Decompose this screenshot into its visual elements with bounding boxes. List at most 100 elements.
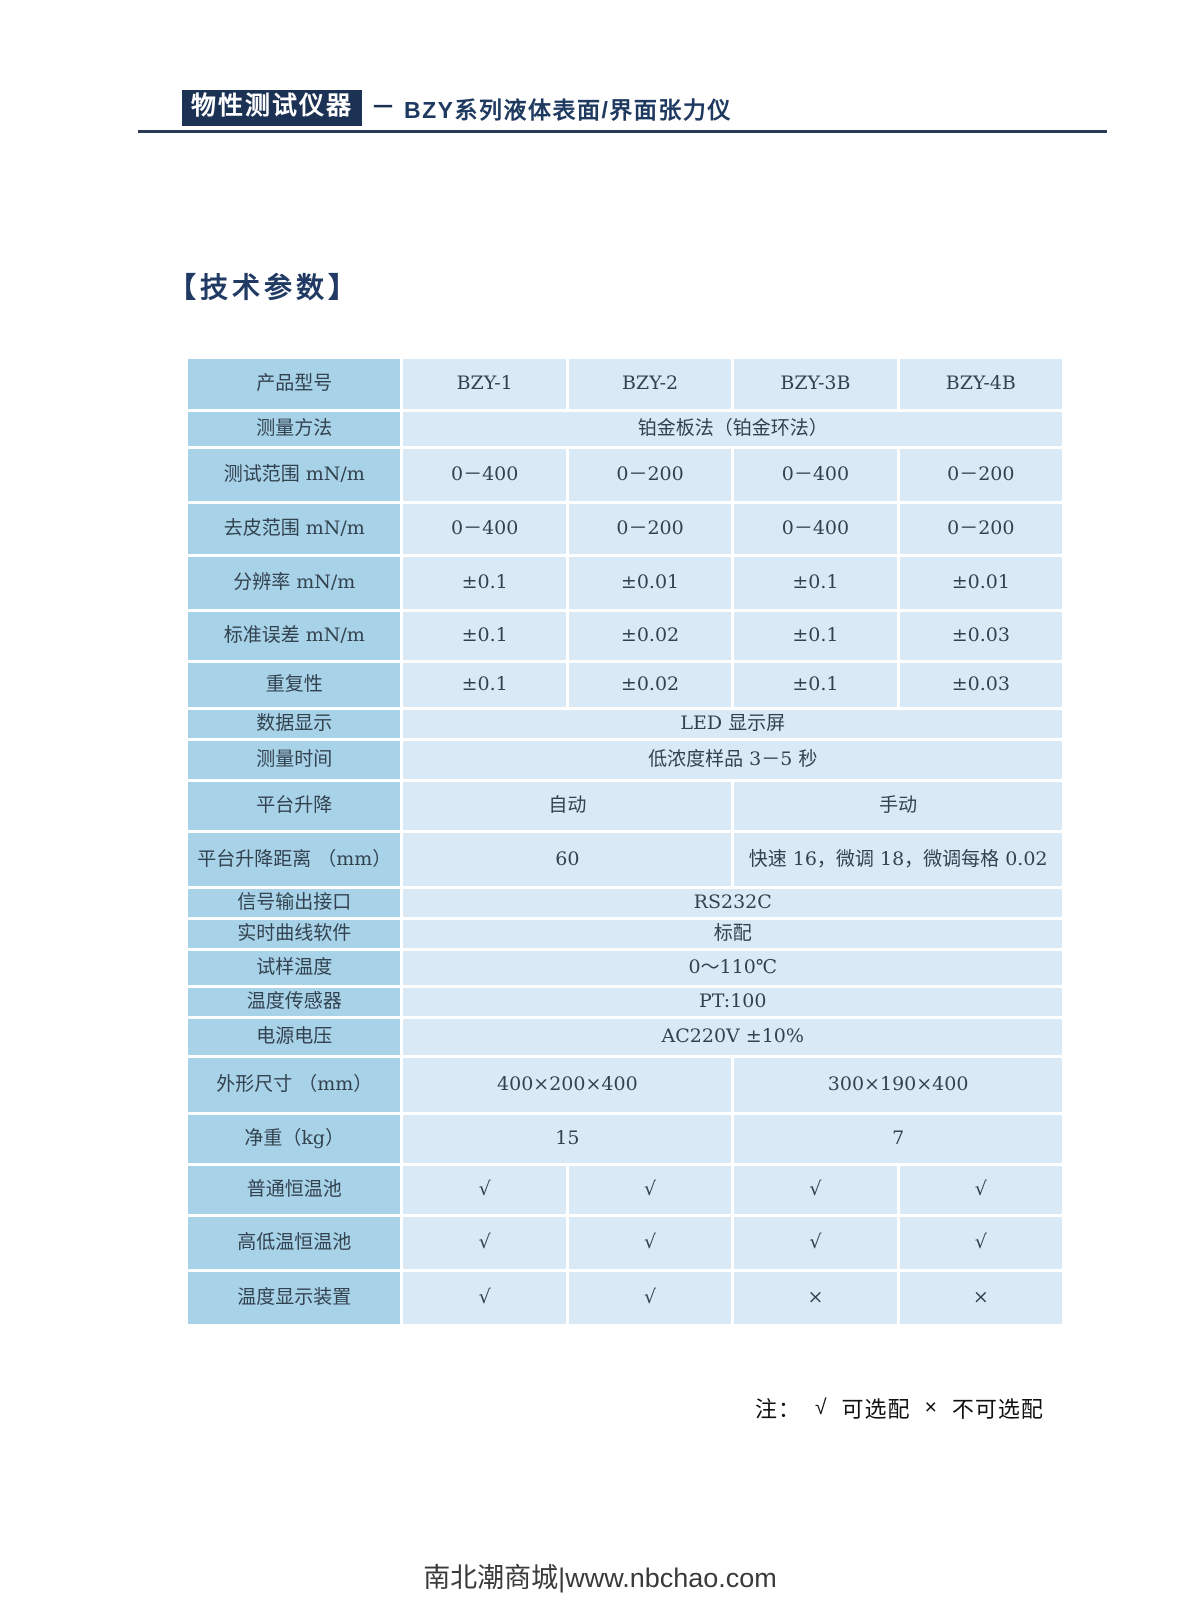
table-row: 信号输出接口 RS232C [188,889,1062,917]
note-cross-label: 不可选配 [951,1397,1044,1422]
table-cell: √ [403,1217,566,1269]
table-cell: BZY-1 [403,359,566,409]
table-cell: √ [568,1166,732,1214]
table-row: 数据显示 LED 显示屏 [188,710,1062,738]
table-cell: √ [568,1217,732,1269]
header-divider [138,130,1107,133]
table-cell: √ [403,1272,566,1324]
note-check-label: 可选配 [841,1397,911,1422]
table-cell: 300×190×400 [734,1058,1062,1112]
table-cell: 60 [403,833,732,886]
table-cell: ±0.01 [568,557,732,609]
row-label: 测试范围 mN/m [188,449,401,501]
row-label: 温度显示装置 [188,1272,401,1324]
row-label: 净重（kg） [188,1115,401,1163]
table-row: 普通恒温池 √ √ √ √ [188,1166,1062,1214]
row-label: 分辨率 mN/m [188,557,401,609]
table-cell: ±0.1 [403,663,566,707]
header-title: BZY系列液体表面/界面张力仪 [404,96,732,123]
table-cell: 0～110℃ [403,951,1062,985]
table-cell: 标配 [403,920,1062,948]
spec-table-container: 产品型号 BZY-1 BZY-2 BZY-3B BZY-4B 测量方法 铂金板法（铂金环法）… [185,356,1065,1327]
table-row: 实时曲线软件 标配 [188,920,1062,948]
header-dash-icon: － [371,93,396,121]
table-cell: ±0.1 [734,612,897,660]
table-cell: 0－400 [734,449,897,501]
table-cell: ±0.1 [734,663,897,707]
table-cell: ±0.1 [403,557,566,609]
table-row: 高低温恒温池 √ √ √ √ [188,1217,1062,1269]
table-cell: 0－200 [568,504,732,554]
row-label: 普通恒温池 [188,1166,401,1214]
table-cell: 0－400 [734,504,897,554]
table-row: 温度传感器 PT:100 [188,988,1062,1016]
table-cell: 铂金板法（铂金环法） [403,412,1062,446]
table-cell: ±0.03 [899,663,1062,707]
table-cell: 400×200×400 [403,1058,732,1112]
table-row: 分辨率 mN/m ±0.1 ±0.01 ±0.1 ±0.01 [188,557,1062,609]
table-cell: √ [899,1217,1062,1269]
table-cell: 0－200 [899,449,1062,501]
table-cell: ±0.1 [403,612,566,660]
table-cell: RS232C [403,889,1062,917]
table-cell: 快速 16，微调 18，微调每格 0.02 [734,833,1062,886]
table-row: 产品型号 BZY-1 BZY-2 BZY-3B BZY-4B [188,359,1062,409]
row-label: 信号输出接口 [188,889,401,917]
table-row: 重复性 ±0.1 ±0.02 ±0.1 ±0.03 [188,663,1062,707]
table-cell: 15 [403,1115,732,1163]
table-cell: 自动 [403,782,732,830]
table-cell: BZY-2 [568,359,732,409]
table-cell: 0－400 [403,449,566,501]
page-header: 物性测试仪器 － BZY系列液体表面/界面张力仪 [182,90,732,126]
row-label: 平台升降 [188,782,401,830]
table-cell: ±0.01 [899,557,1062,609]
table-cell: √ [899,1166,1062,1214]
table-note: 注： √ 可选配 × 不可选配 [755,1392,1044,1424]
table-cell: 7 [734,1115,1062,1163]
table-cell: BZY-4B [899,359,1062,409]
table-cell: 手动 [734,782,1062,830]
row-label: 数据显示 [188,710,401,738]
table-cell: LED 显示屏 [403,710,1062,738]
header-badge: 物性测试仪器 [182,90,363,126]
check-icon: √ [815,1396,828,1419]
table-cell: √ [568,1272,732,1324]
row-label: 温度传感器 [188,988,401,1016]
note-prefix: 注： [755,1397,802,1422]
table-row: 外形尺寸 （mm） 400×200×400 300×190×400 [188,1058,1062,1112]
row-label: 去皮范围 mN/m [188,504,401,554]
table-cell: 0－200 [899,504,1062,554]
table-cell: 0－400 [403,504,566,554]
cross-icon: × [924,1396,938,1419]
page-footer: 南北潮商城|www.nbchao.com [423,1563,777,1593]
table-row: 平台升降距离 （mm） 60 快速 16，微调 18，微调每格 0.02 [188,833,1062,886]
table-cell: × [899,1272,1062,1324]
table-cell: 0－200 [568,449,732,501]
table-cell: AC220V ±10% [403,1019,1062,1055]
table-cell: √ [734,1217,897,1269]
spec-table: 产品型号 BZY-1 BZY-2 BZY-3B BZY-4B 测量方法 铂金板法（铂金环法）… [185,356,1065,1327]
table-row: 测量方法 铂金板法（铂金环法） [188,412,1062,446]
table-cell: ±0.03 [899,612,1062,660]
row-label: 产品型号 [188,359,401,409]
section-title: 【技术参数】 [168,272,361,303]
table-row: 温度显示装置 √ √ × × [188,1272,1062,1324]
table-row: 去皮范围 mN/m 0－400 0－200 0－400 0－200 [188,504,1062,554]
row-label: 平台升降距离 （mm） [188,833,401,886]
table-cell: √ [734,1166,897,1214]
table-cell: × [734,1272,897,1324]
row-label: 测量时间 [188,741,401,779]
table-cell: √ [403,1166,566,1214]
table-row: 净重（kg） 15 7 [188,1115,1062,1163]
row-label: 实时曲线软件 [188,920,401,948]
row-label: 标准误差 mN/m [188,612,401,660]
table-cell: BZY-3B [734,359,897,409]
table-cell: ±0.02 [568,663,732,707]
row-label: 重复性 [188,663,401,707]
table-row: 平台升降 自动 手动 [188,782,1062,830]
table-row: 测量时间 低浓度样品 3－5 秒 [188,741,1062,779]
row-label: 测量方法 [188,412,401,446]
table-row: 试样温度 0～110℃ [188,951,1062,985]
table-cell: 低浓度样品 3－5 秒 [403,741,1062,779]
row-label: 高低温恒温池 [188,1217,401,1269]
